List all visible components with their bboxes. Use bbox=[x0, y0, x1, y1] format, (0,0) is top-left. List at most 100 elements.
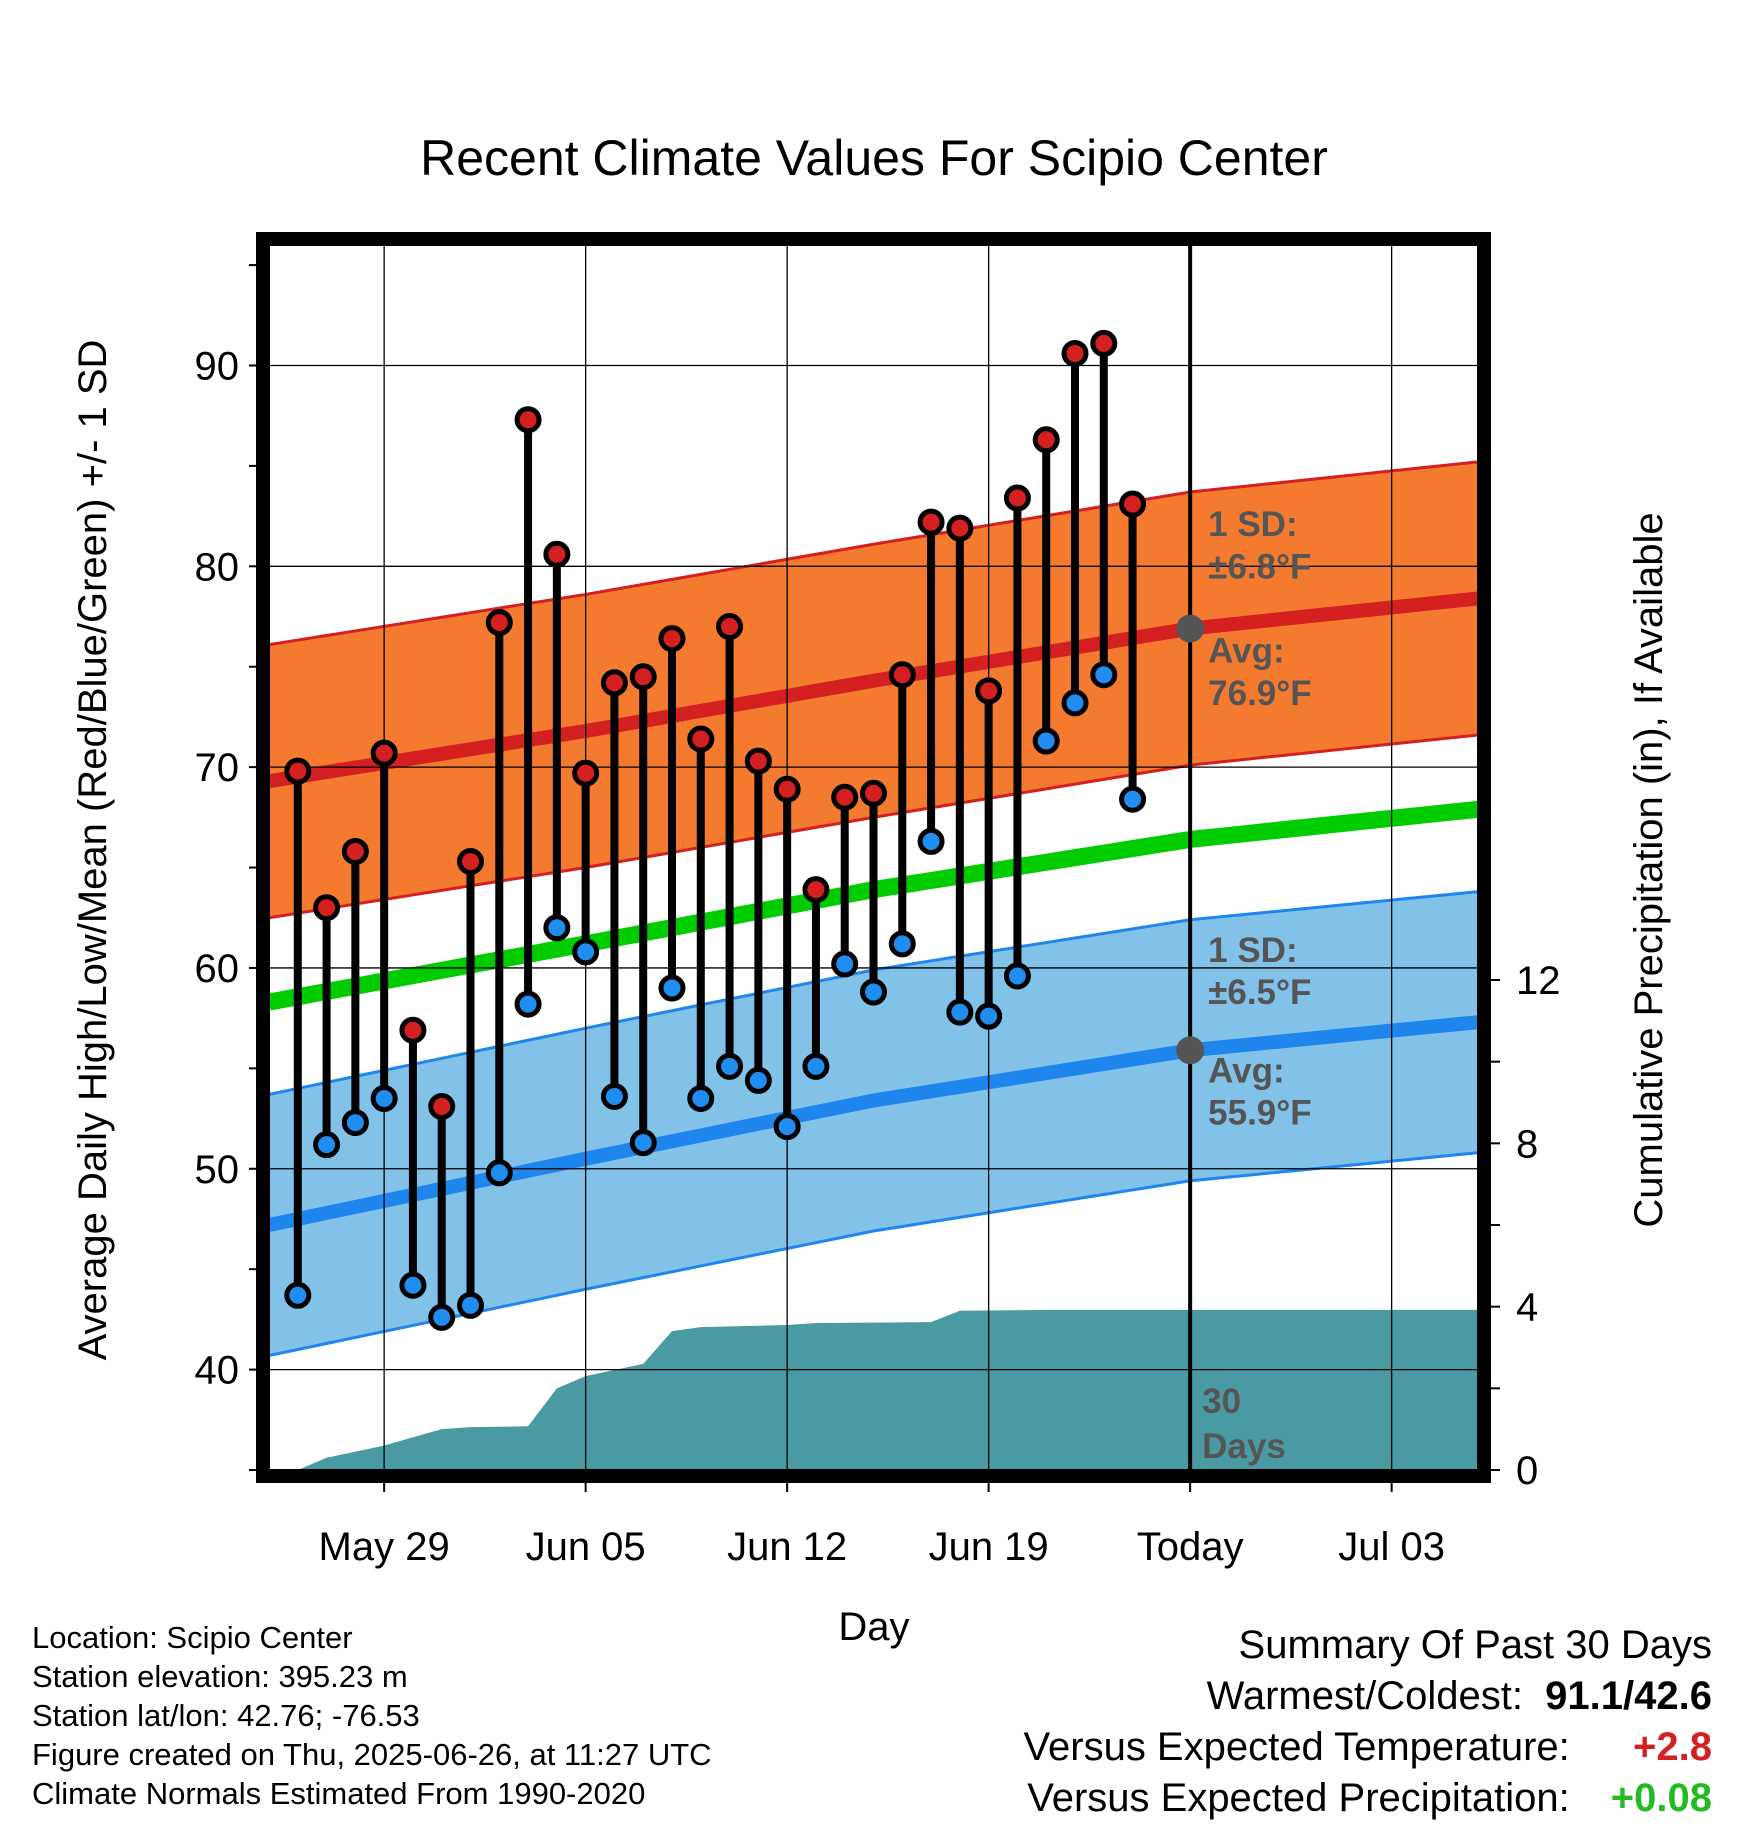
x-tick-label: Jul 03 bbox=[1338, 1525, 1445, 1569]
location-text: Location: Scipio Center bbox=[32, 1620, 353, 1655]
plot-frame bbox=[256, 232, 1491, 1483]
y-tick-label: 80 bbox=[195, 545, 240, 589]
daily-high-point bbox=[1119, 490, 1147, 518]
elevation-text: Station elevation: 395.23 m bbox=[32, 1659, 408, 1694]
y2-tick-label: 12 bbox=[1516, 959, 1561, 1003]
daily-low-point bbox=[1119, 785, 1147, 813]
daily-high-point bbox=[284, 757, 312, 785]
low-sd-label-line1: 1 SD: bbox=[1208, 931, 1297, 970]
chart-title: Recent Climate Values For Scipio Center bbox=[420, 130, 1328, 186]
daily-low-point bbox=[1061, 689, 1089, 717]
precip-label: Versus Expected Precipitation: bbox=[1027, 1776, 1570, 1820]
daily-high-point bbox=[1090, 329, 1118, 357]
daily-low-point bbox=[457, 1291, 484, 1319]
y-tick-label: 70 bbox=[195, 746, 240, 790]
daily-high-point bbox=[629, 663, 657, 691]
daily-low-point bbox=[831, 950, 859, 978]
summary-panel: Summary Of Past 30 Days Warmest/Coldest:… bbox=[1024, 1620, 1712, 1824]
daily-high-point bbox=[831, 783, 859, 811]
daily-high-point bbox=[341, 837, 369, 865]
y-tick-label: 50 bbox=[195, 1148, 240, 1192]
y2-tick-label: 0 bbox=[1516, 1449, 1538, 1493]
daily-low-point bbox=[629, 1129, 657, 1157]
daily-high-point bbox=[860, 779, 887, 807]
daily-low-point bbox=[543, 914, 571, 942]
daily-high-point bbox=[1032, 426, 1060, 454]
daily-high-point bbox=[457, 848, 484, 876]
daily-low-point bbox=[802, 1052, 830, 1080]
daily-low-point bbox=[370, 1084, 398, 1112]
temp-row: Versus Expected Temperature: +2.8 bbox=[1024, 1722, 1712, 1773]
daily-high-point bbox=[1061, 339, 1089, 367]
daily-high-point bbox=[946, 514, 974, 542]
daily-low-point bbox=[773, 1113, 801, 1141]
today-low-avg-marker bbox=[1176, 1036, 1205, 1065]
daily-low-point bbox=[658, 974, 686, 1002]
warm-cold-label: Warmest/Coldest: bbox=[1206, 1674, 1523, 1718]
precip-area bbox=[297, 1309, 1478, 1470]
daily-high-point bbox=[802, 876, 830, 904]
daily-low-point bbox=[687, 1084, 715, 1112]
latlon-text: Station lat/lon: 42.76; -76.53 bbox=[32, 1698, 420, 1733]
normal-high-line bbox=[269, 591, 1478, 789]
daily-high-point bbox=[888, 661, 916, 689]
daily-low-point bbox=[888, 930, 916, 958]
summary-title: Summary Of Past 30 Days bbox=[1238, 1623, 1712, 1667]
daily-low-point bbox=[600, 1082, 628, 1110]
x-tick-label: Jun 05 bbox=[526, 1525, 646, 1569]
daily-high-point bbox=[399, 1016, 427, 1044]
daily-low-point bbox=[284, 1281, 312, 1309]
daily-high-point bbox=[370, 739, 398, 767]
today-high-avg-marker bbox=[1176, 614, 1205, 643]
daily-low-point bbox=[1003, 962, 1031, 990]
daily-high-point bbox=[744, 747, 772, 775]
y-tick-label: 90 bbox=[195, 344, 240, 388]
plot-inner bbox=[269, 245, 1478, 1470]
high-sd-band bbox=[269, 461, 1478, 918]
low-avg-label-line2: 55.9°F bbox=[1208, 1094, 1312, 1133]
y-tick-label: 60 bbox=[195, 947, 240, 991]
precip-row: Versus Expected Precipitation: +0.08 bbox=[1024, 1773, 1712, 1824]
y2-axis-label: Cumulative Precipitation (in), If Availa… bbox=[1627, 512, 1671, 1227]
daily-high-point bbox=[687, 725, 715, 753]
daily-low-point bbox=[485, 1159, 513, 1187]
days-label-line2: Days bbox=[1202, 1427, 1286, 1466]
x-axis-label: Day bbox=[838, 1605, 909, 1649]
y2-tick-label: 4 bbox=[1516, 1286, 1538, 1330]
daily-low-point bbox=[1032, 727, 1060, 755]
daily-high-point bbox=[313, 894, 341, 922]
daily-high-point bbox=[917, 508, 945, 536]
normals-text: Climate Normals Estimated From 1990-2020 bbox=[32, 1776, 646, 1811]
daily-low-point bbox=[1090, 661, 1118, 689]
y2-tick-label: 8 bbox=[1516, 1122, 1538, 1166]
x-tick-label: Jun 12 bbox=[727, 1525, 847, 1569]
daily-high-point bbox=[716, 613, 744, 641]
precip-value: +0.08 bbox=[1610, 1776, 1712, 1820]
daily-low-point bbox=[399, 1271, 427, 1299]
daily-low-point bbox=[428, 1303, 456, 1331]
temp-label: Versus Expected Temperature: bbox=[1023, 1725, 1570, 1769]
daily-low-point bbox=[946, 998, 974, 1026]
low-sd-band bbox=[269, 891, 1478, 1356]
daily-low-point bbox=[744, 1066, 772, 1094]
station-info: Location: Scipio Center Station elevatio… bbox=[32, 1618, 712, 1813]
daily-low-point bbox=[975, 1002, 1003, 1030]
daily-high-point bbox=[572, 759, 600, 787]
high-sd-label-line1: 1 SD: bbox=[1208, 505, 1297, 544]
y-tick-label: 40 bbox=[195, 1349, 240, 1393]
high-avg-label-line1: Avg: bbox=[1208, 632, 1284, 671]
x-tick-label: Today bbox=[1137, 1525, 1244, 1569]
daily-high-point bbox=[1003, 484, 1031, 512]
warm-cold-row: Warmest/Coldest: 91.1/42.6 bbox=[1024, 1671, 1712, 1722]
daily-low-point bbox=[514, 990, 542, 1018]
temp-value: +2.8 bbox=[1633, 1725, 1712, 1769]
high-sd-band-upper-edge bbox=[269, 460, 1478, 647]
daily-high-point bbox=[600, 669, 628, 697]
x-tick-label: May 29 bbox=[319, 1525, 450, 1569]
daily-high-point bbox=[975, 677, 1003, 705]
daily-low-point bbox=[572, 938, 600, 966]
created-text: Figure created on Thu, 2025-06-26, at 11… bbox=[32, 1737, 712, 1772]
daily-high-point bbox=[658, 625, 686, 653]
